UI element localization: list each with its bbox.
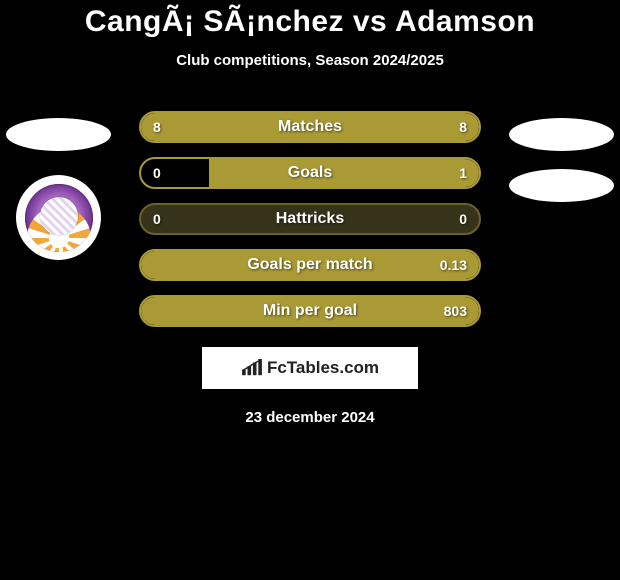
comparison-card: CangÃ¡ SÃ¡nchez vs Adamson Club competit… [0, 0, 620, 426]
stat-value-left: 8 [153, 119, 161, 135]
right-competition-badge-2 [509, 169, 614, 202]
page-title: CangÃ¡ SÃ¡nchez vs Adamson [85, 5, 535, 39]
stat-row: Goals per match 0.13 [139, 249, 481, 281]
page-subtitle: Club competitions, Season 2024/2025 [176, 52, 444, 69]
stat-value-right: 1 [459, 165, 467, 181]
stats-list: Matches 8 8 Goals 0 1 Hattricks 0 0 Goals per mat… [139, 111, 481, 327]
crest-ball-icon [40, 197, 78, 235]
stat-value-left: 0 [153, 211, 161, 227]
stat-label: Matches [278, 118, 342, 136]
right-competition-badge-1 [509, 118, 614, 151]
left-competition-badge-1 [6, 118, 111, 151]
stat-value-right: 0 [459, 211, 467, 227]
stat-fill-right [209, 159, 479, 187]
stat-row: Matches 8 8 [139, 111, 481, 143]
attribution-box: FcTables.com [202, 347, 418, 389]
attribution-text: FcTables.com [267, 358, 379, 378]
stat-value-right: 803 [444, 303, 467, 319]
stat-value-left: 0 [153, 165, 161, 181]
bar-chart-icon [241, 359, 263, 377]
club-crest-icon [25, 184, 93, 252]
stat-label: Min per goal [263, 302, 357, 320]
stat-row: Hattricks 0 0 [139, 203, 481, 235]
stat-label: Goals per match [247, 256, 372, 274]
stat-value-right: 8 [459, 119, 467, 135]
left-club-badge [16, 175, 101, 260]
stat-row: Goals 0 1 [139, 157, 481, 189]
stat-value-right: 0.13 [440, 257, 467, 273]
stat-label: Goals [288, 164, 332, 182]
stat-label: Hattricks [276, 210, 344, 228]
left-badges-column [6, 118, 111, 260]
right-badges-column [509, 118, 614, 202]
snapshot-date: 23 december 2024 [245, 409, 374, 426]
stat-row: Min per goal 803 [139, 295, 481, 327]
